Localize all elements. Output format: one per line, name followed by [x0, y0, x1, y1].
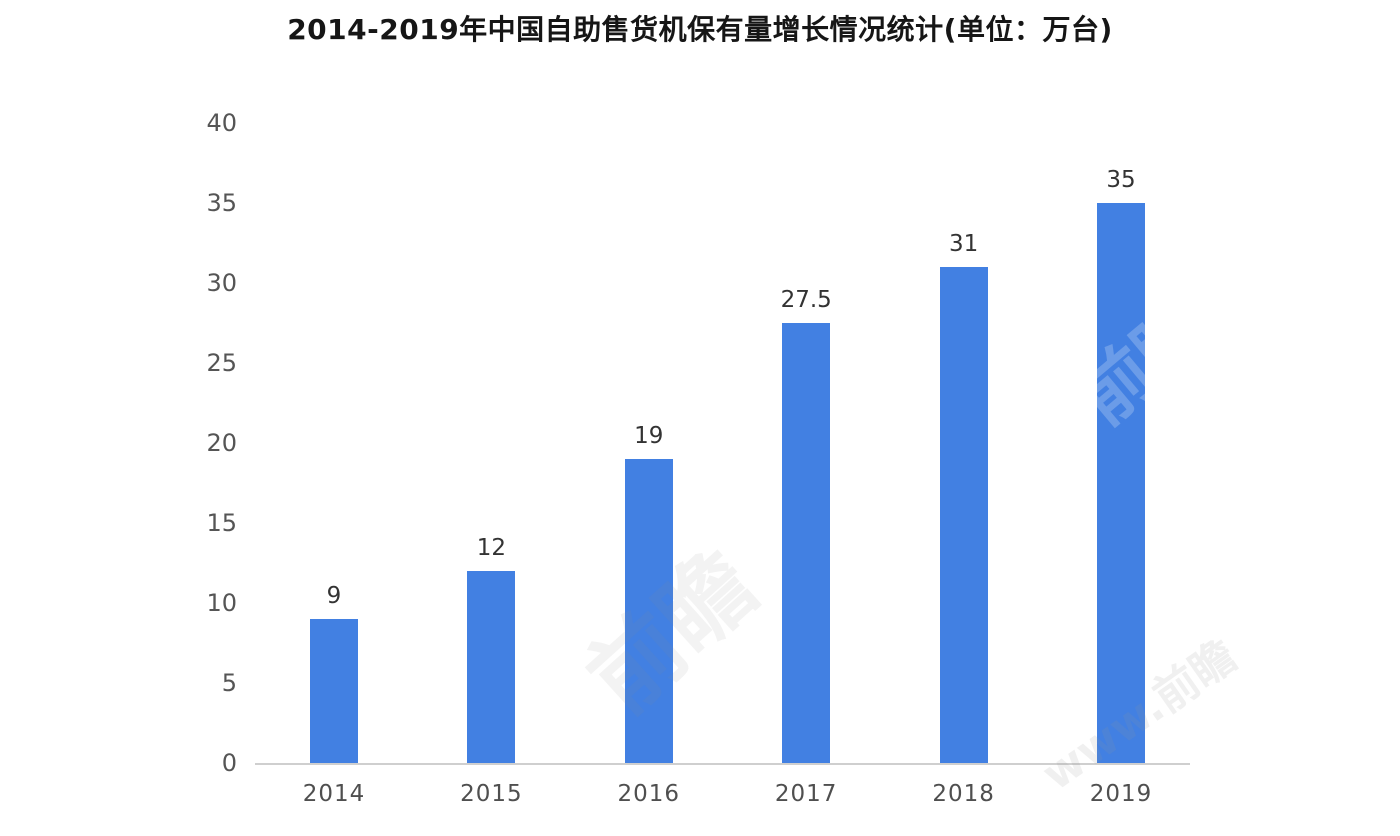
x-tick-label: 2015 [460, 781, 523, 807]
x-tick-label: 2014 [302, 781, 366, 807]
plot-area: 9 12 19 27.5 31 35 [255, 123, 1190, 765]
x-axis-line [255, 763, 1190, 765]
bar-value-label: 12 [476, 535, 507, 561]
bar-value-label: 19 [634, 423, 664, 449]
x-tick-label: 2016 [617, 781, 681, 807]
y-tick-label: 30 [206, 269, 237, 297]
bar-2016 [624, 459, 673, 763]
bar-2017 [782, 323, 831, 763]
x-tick-label: 2018 [932, 781, 995, 807]
y-tick-label: 35 [206, 189, 237, 217]
y-axis: 0 5 10 15 20 25 30 35 40 [175, 111, 237, 775]
bar-2015 [467, 571, 516, 763]
bar-2018 [939, 267, 988, 763]
y-tick-label: 40 [206, 109, 237, 137]
bar-2019 [1097, 203, 1145, 763]
bar-value-label: 27.5 [780, 287, 832, 313]
x-tick-label: 2017 [774, 781, 838, 807]
y-tick-label: 20 [206, 429, 237, 457]
y-tick-label: 10 [206, 589, 237, 617]
y-tick-label: 25 [206, 349, 237, 377]
y-tick-label: 15 [206, 509, 237, 537]
x-tick-label: 2019 [1089, 781, 1153, 807]
x-axis: 2014 2015 2016 2017 2018 2019 [255, 781, 1190, 821]
bar-value-label: 35 [1106, 167, 1136, 193]
y-tick-label: 5 [221, 669, 237, 697]
y-tick-label: 0 [221, 749, 237, 777]
bar-value-label: 31 [948, 231, 979, 257]
bar-value-label: 9 [326, 583, 342, 609]
chart-title: 2014-2019年中国自助售货机保有量增长情况统计(单位：万台) [287, 13, 1113, 46]
bar-2014 [310, 619, 358, 763]
